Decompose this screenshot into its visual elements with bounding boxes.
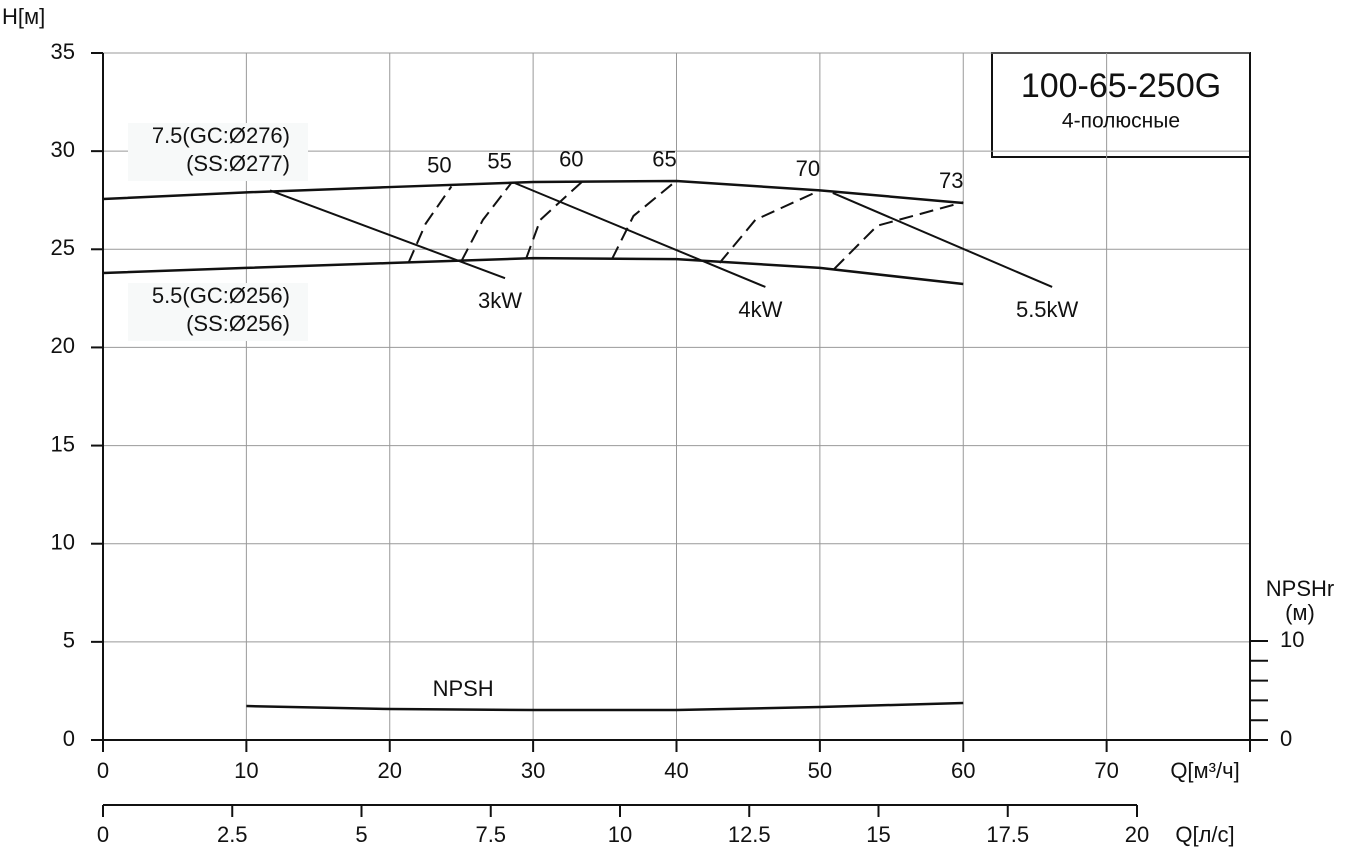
y-tick-label: 35 [51,39,75,64]
x-tick-label: 30 [521,758,545,783]
power-line [832,192,1053,288]
efficiency-label: 55 [487,148,511,173]
x-tick-label: 60 [951,758,975,783]
chart-subtitle: 4-полюсные [1062,110,1180,133]
efficiency-curve [611,179,678,260]
efficiency-curve [407,185,453,264]
power-label: 3kW [478,288,522,313]
y-tick-label: 5 [63,628,75,653]
efficiency-curve [833,201,964,270]
x-axis-label: Q[м³/ч] [1170,758,1239,783]
chart-title: 100-65-250G [1021,67,1221,105]
y-axis-label: H[м] [2,4,45,29]
power-line [269,189,506,280]
x-tick-label: 40 [664,758,688,783]
curve-label: (SS:Ø277) [186,151,290,176]
y-tick-label: 0 [63,726,75,751]
efficiency-curve [525,179,584,260]
efficiency-curve [718,189,821,264]
x-tick-label: 50 [808,758,832,783]
y-tick-label: 15 [51,431,75,456]
y-tick-label: 25 [51,235,75,260]
efficiency-label: 50 [427,152,451,177]
curve-label: 5.5(GC:Ø256) [152,283,290,308]
y-tick-label: 10 [51,530,75,555]
efficiency-curve [460,181,513,262]
x2-axis-label: Q[л/с] [1175,822,1234,847]
efficiency-label: 73 [939,168,963,193]
label-bg [128,123,308,182]
y-tick-label: 20 [51,333,75,358]
power-line [514,182,766,288]
label-bg [128,283,308,342]
y2-tick-label: 0 [1280,726,1292,751]
x2-tick-label: 15 [866,822,890,847]
npsh-curve [246,701,964,712]
x2-tick-label: 17.5 [986,822,1029,847]
curve-label: NPSH [433,676,494,701]
x2-tick-label: 10 [608,822,632,847]
efficiency-label: 60 [559,146,583,171]
efficiency-label: 70 [796,156,820,181]
x-tick-label: 10 [234,758,258,783]
x2-tick-label: 7.5 [475,822,506,847]
x2-tick-label: 0 [97,822,109,847]
x-tick-label: 20 [378,758,402,783]
y2-axis-label: (м) [1285,600,1315,625]
curve-label: 7.5(GC:Ø276) [152,123,290,148]
y2-axis-label: NPSHr [1266,576,1334,601]
y2-tick-label: 10 [1280,627,1304,652]
x2-tick-label: 2.5 [217,822,248,847]
head-curve [102,256,964,286]
x2-tick-label: 12.5 [728,822,771,847]
x-tick-label: 70 [1094,758,1118,783]
power-label: 5.5kW [1016,297,1079,322]
x-tick-label: 0 [97,758,109,783]
curve-label: (SS:Ø256) [186,311,290,336]
x2-tick-label: 20 [1125,822,1149,847]
x2-tick-label: 5 [355,822,367,847]
y-tick-label: 30 [51,137,75,162]
efficiency-label: 65 [652,146,676,171]
title-box [991,52,1251,158]
power-label: 4kW [738,297,782,322]
